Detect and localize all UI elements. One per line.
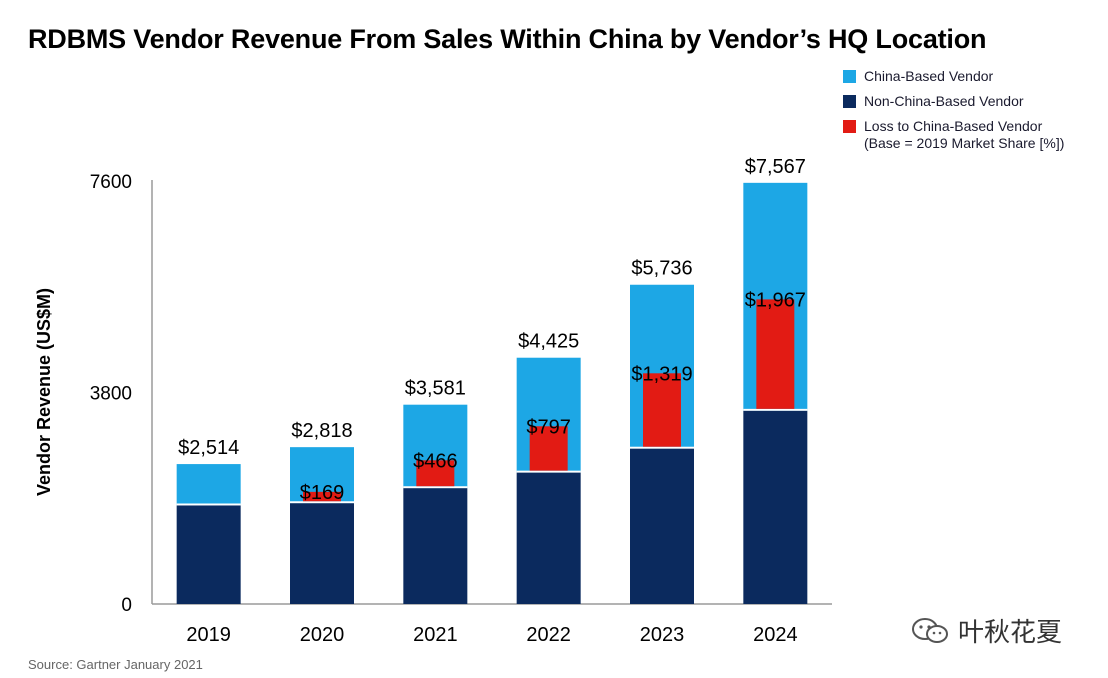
- watermark-text: 叶秋花夏: [958, 617, 1063, 647]
- watermark: 叶秋花夏: [910, 612, 1062, 649]
- total-value-label: $2,514: [178, 437, 239, 459]
- x-category-label: 2019: [186, 624, 231, 646]
- y-axis-label: Vendor Revenue (US$M): [34, 288, 54, 496]
- bar-loss-to-china-based: [416, 460, 455, 487]
- legend-label-non-china: Non-China-Based Vendor: [864, 93, 1024, 109]
- loss-value-label: $466: [413, 450, 458, 472]
- total-value-label: $4,425: [518, 331, 579, 353]
- chart-title: RDBMS Vendor Revenue From Sales Within C…: [28, 24, 987, 54]
- legend-swatch-loss: [843, 120, 856, 133]
- legend-label-loss-line1: Loss to China-Based Vendor: [864, 118, 1043, 134]
- loss-value-label: $169: [300, 482, 345, 504]
- total-value-label: $5,736: [631, 258, 692, 280]
- total-value-label: $2,818: [291, 420, 352, 442]
- bar-loss-to-china-based: [303, 491, 341, 502]
- legend-label-loss-line2: (Base = 2019 Market Share [%]): [864, 135, 1065, 151]
- bar-non-china-based: [630, 448, 694, 604]
- legend-item-non-china: Non-China-Based Vendor: [843, 93, 1064, 110]
- bar-separator: [290, 501, 354, 504]
- loss-value-label: $797: [526, 416, 571, 438]
- bar-loss-to-china-based: [756, 299, 795, 409]
- bar-non-china-based: [743, 410, 808, 604]
- bar-separator: [176, 503, 241, 506]
- bar-loss-to-china-based: [643, 373, 681, 447]
- x-category-label: 2024: [753, 624, 798, 646]
- bar-separator: [403, 486, 468, 489]
- bar-separator: [743, 408, 808, 411]
- bars: $2,514 $169 $2,818 $466 $3,581 $797 $4,425 $1,3…: [176, 156, 808, 604]
- loss-value-label: $1,967: [745, 289, 806, 311]
- legend-swatch-non-china: [843, 95, 856, 108]
- legend: China-Based Vendor Non-China-Based Vendo…: [843, 68, 1064, 160]
- bar-non-china-based: [516, 472, 581, 604]
- legend-swatch-china: [843, 70, 856, 83]
- bar-non-china-based: [290, 503, 354, 604]
- bar-non-china-based: [176, 505, 241, 604]
- loss-value-label: $1,319: [631, 363, 692, 385]
- bar-loss-to-china-based: [529, 426, 568, 471]
- bar-non-china-based: [403, 488, 468, 604]
- y-ticks: 0 3800 7600: [90, 172, 132, 616]
- total-value-label: $7,567: [745, 156, 806, 178]
- y-tick-label: 7600: [90, 172, 132, 193]
- source-note: Source: Gartner January 2021: [28, 657, 203, 672]
- x-category-label: 2020: [300, 624, 345, 646]
- category-labels: 2019 2020 2021 2022 2023 2024: [186, 624, 797, 646]
- bar-separator: [516, 470, 581, 473]
- wechat-icon: [912, 617, 948, 643]
- x-category-label: 2022: [526, 624, 571, 646]
- legend-item-loss: Loss to China-Based Vendor (Base = 2019 …: [843, 118, 1064, 152]
- bar-separator: [630, 446, 694, 449]
- total-value-label: $3,581: [405, 378, 466, 400]
- y-tick-label: 0: [121, 595, 132, 616]
- x-category-label: 2023: [640, 624, 685, 646]
- legend-item-china: China-Based Vendor: [843, 68, 1064, 85]
- x-category-label: 2021: [413, 624, 458, 646]
- legend-label-loss: Loss to China-Based Vendor (Base = 2019 …: [864, 118, 1064, 152]
- y-tick-label: 3800: [90, 384, 132, 405]
- legend-label-china: China-Based Vendor: [864, 68, 994, 84]
- bar-china-based: [176, 464, 241, 506]
